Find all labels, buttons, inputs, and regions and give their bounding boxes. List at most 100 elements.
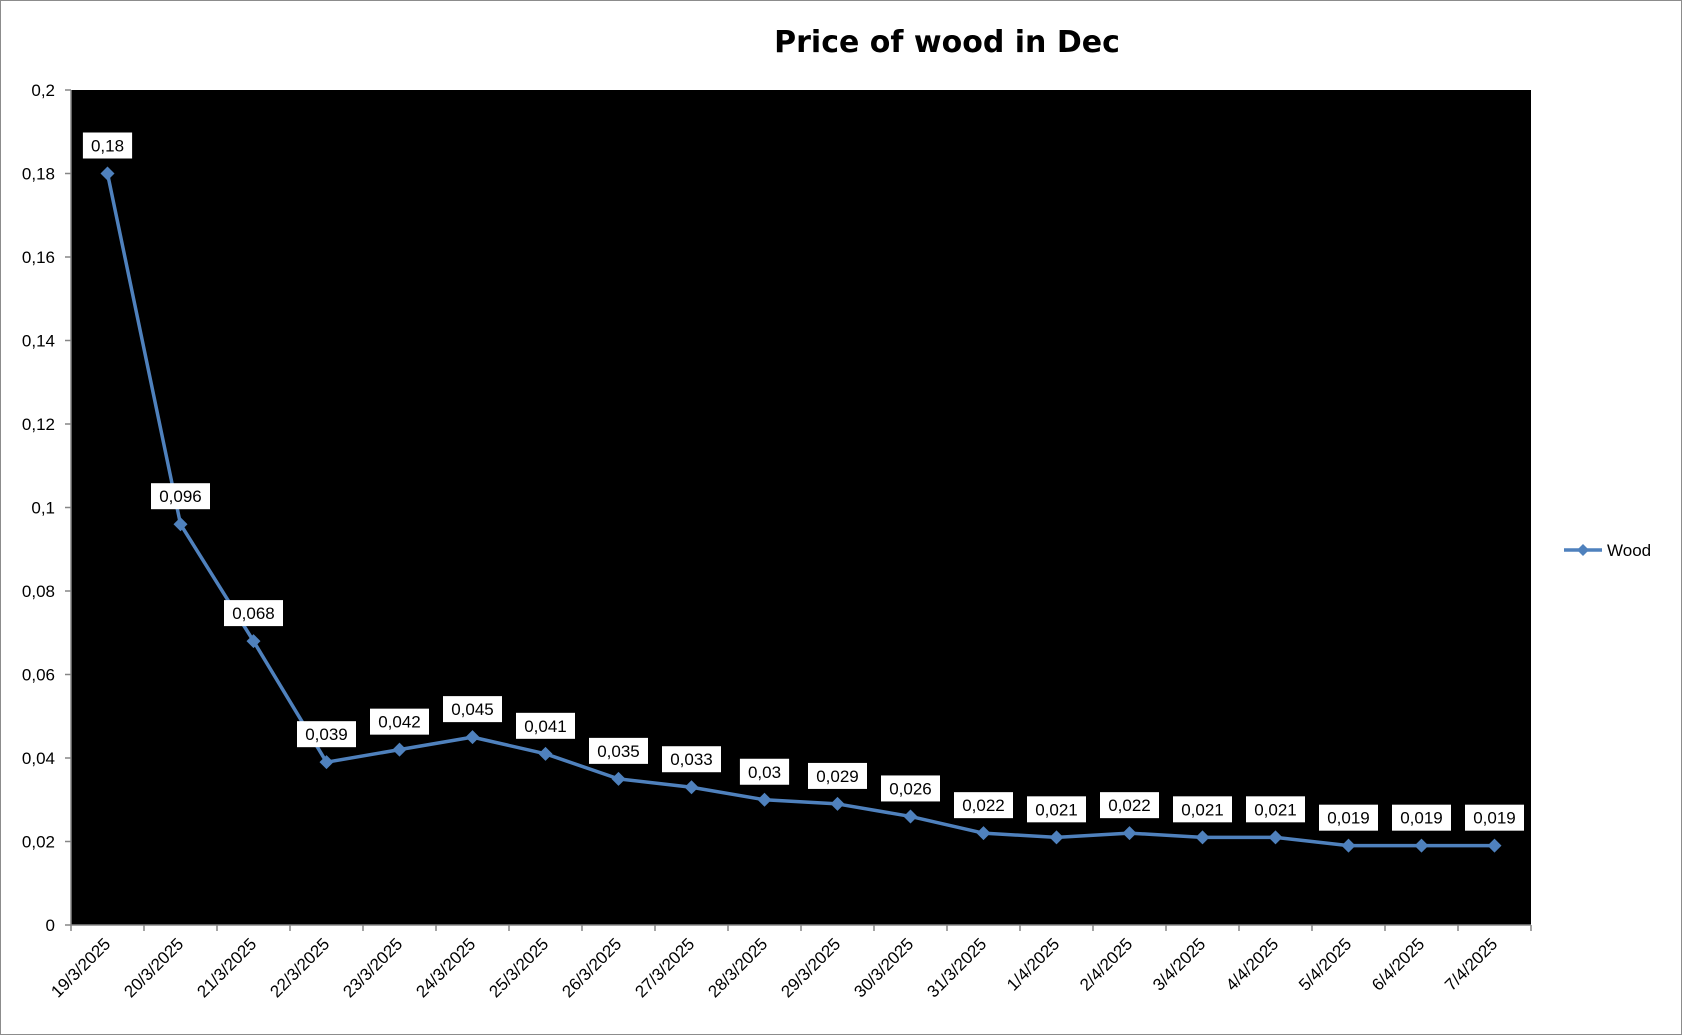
- data-label: 0,039: [305, 725, 348, 744]
- data-label: 0,019: [1473, 809, 1516, 828]
- data-label: 0,068: [232, 604, 275, 623]
- y-tick-label: 0,1: [31, 499, 55, 518]
- x-tick-label: 3/4/2025: [1149, 934, 1209, 994]
- data-label-box: [443, 696, 502, 723]
- data-point-marker: [538, 746, 553, 761]
- data-point-marker: [246, 634, 261, 649]
- data-label: 0,019: [1327, 809, 1370, 828]
- data-label: 0,035: [597, 742, 640, 761]
- x-tick-label: 1/4/2025: [1003, 934, 1063, 994]
- y-tick-label: 0,14: [22, 332, 55, 351]
- data-point-marker: [1487, 838, 1502, 853]
- data-point-marker: [830, 796, 845, 811]
- data-label-box: [954, 792, 1013, 819]
- data-point-marker: [1341, 838, 1356, 853]
- data-point-marker: [976, 826, 991, 841]
- x-tick-label: 26/3/2025: [558, 934, 625, 1001]
- data-label: 0,042: [378, 713, 421, 732]
- y-tick-label: 0: [46, 916, 55, 935]
- data-label-box: [1027, 796, 1086, 823]
- data-labels: 0,18 0,096 0,068 0,039 0,042 0,045 0,041 0,035 0…: [82, 132, 1524, 831]
- data-label-box: [1465, 804, 1524, 831]
- plot-area: [71, 90, 1531, 925]
- x-tick-label: 22/3/2025: [266, 934, 333, 1001]
- data-point-marker: [1195, 830, 1210, 845]
- data-label: 0,021: [1181, 800, 1224, 819]
- y-tick-label: 0,18: [22, 165, 55, 184]
- series-wood: [100, 166, 1502, 853]
- data-label: 0,041: [524, 717, 567, 736]
- x-tick-label: 28/3/2025: [704, 934, 771, 1001]
- x-tick-label: 31/3/2025: [923, 934, 990, 1001]
- data-point-marker: [465, 730, 480, 745]
- data-point-marker: [100, 166, 115, 181]
- data-label-box: [224, 600, 283, 627]
- data-label: 0,033: [670, 750, 713, 769]
- data-label-box: [151, 483, 210, 510]
- data-label-box: [589, 737, 648, 764]
- y-tick-label: 0,06: [22, 666, 55, 685]
- data-label: 0,019: [1400, 809, 1443, 828]
- x-tick-label: 29/3/2025: [777, 934, 844, 1001]
- data-label: 0,18: [91, 137, 124, 156]
- y-tick-label: 0,02: [22, 833, 55, 852]
- x-tick-label: 7/4/2025: [1441, 934, 1501, 994]
- data-point-marker: [319, 755, 334, 770]
- x-tick-label: 25/3/2025: [485, 934, 552, 1001]
- data-point-marker: [173, 517, 188, 532]
- data-point-marker: [1268, 830, 1283, 845]
- data-point-marker: [684, 780, 699, 795]
- data-label: 0,022: [962, 796, 1005, 815]
- data-label: 0,045: [451, 700, 494, 719]
- series-line-wood: [105, 173, 1495, 848]
- chart-title: Price of wood in Dec: [774, 25, 1120, 60]
- data-label-box: [516, 712, 575, 739]
- data-label-box: [297, 721, 356, 748]
- data-label-box: [1173, 796, 1232, 823]
- x-tick-label: 23/3/2025: [339, 934, 406, 1001]
- data-label-box: [1319, 804, 1378, 831]
- data-label-box: [82, 132, 133, 159]
- data-label-box: [1392, 804, 1451, 831]
- y-tick-label: 0,12: [22, 415, 55, 434]
- x-tick-label: 2/4/2025: [1076, 934, 1136, 994]
- x-tick-label: 24/3/2025: [412, 934, 479, 1001]
- data-label: 0,021: [1035, 800, 1078, 819]
- x-tick-label: 21/3/2025: [193, 934, 260, 1001]
- legend: Wood: [1564, 541, 1651, 560]
- data-point-marker: [757, 792, 772, 807]
- data-label-box: [881, 775, 940, 802]
- y-tick-label: 0,16: [22, 248, 55, 267]
- data-point-marker: [1122, 826, 1137, 841]
- y-tick-label: 0,2: [31, 81, 55, 100]
- data-label: 0,026: [889, 779, 932, 798]
- data-label-box: [808, 762, 867, 789]
- data-point-marker: [392, 742, 407, 757]
- x-tick-label: 4/4/2025: [1222, 934, 1282, 994]
- data-label: 0,022: [1108, 796, 1151, 815]
- x-tick-label: 20/3/2025: [120, 934, 187, 1001]
- y-tick-label: 0,04: [22, 749, 55, 768]
- data-point-marker: [611, 771, 626, 786]
- data-label: 0,096: [159, 487, 202, 506]
- data-point-marker: [1414, 838, 1429, 853]
- data-point-marker: [1049, 830, 1064, 845]
- legend-label: Wood: [1607, 541, 1651, 560]
- x-tick-label: 19/3/2025: [47, 934, 114, 1001]
- x-tick-label: 30/3/2025: [850, 934, 917, 1001]
- data-point-marker: [903, 809, 918, 824]
- data-label-box: [370, 708, 429, 735]
- data-label: 0,03: [748, 763, 781, 782]
- x-tick-label: 6/4/2025: [1368, 934, 1428, 994]
- data-label: 0,029: [816, 767, 859, 786]
- data-label-box: [1246, 796, 1305, 823]
- data-label-box: [1100, 792, 1159, 819]
- x-tick-label: 27/3/2025: [631, 934, 698, 1001]
- data-label-box: [662, 746, 721, 773]
- legend-marker: [1577, 544, 1589, 556]
- y-tick-label: 0,08: [22, 582, 55, 601]
- data-label-box: [739, 758, 790, 785]
- data-label: 0,021: [1254, 800, 1297, 819]
